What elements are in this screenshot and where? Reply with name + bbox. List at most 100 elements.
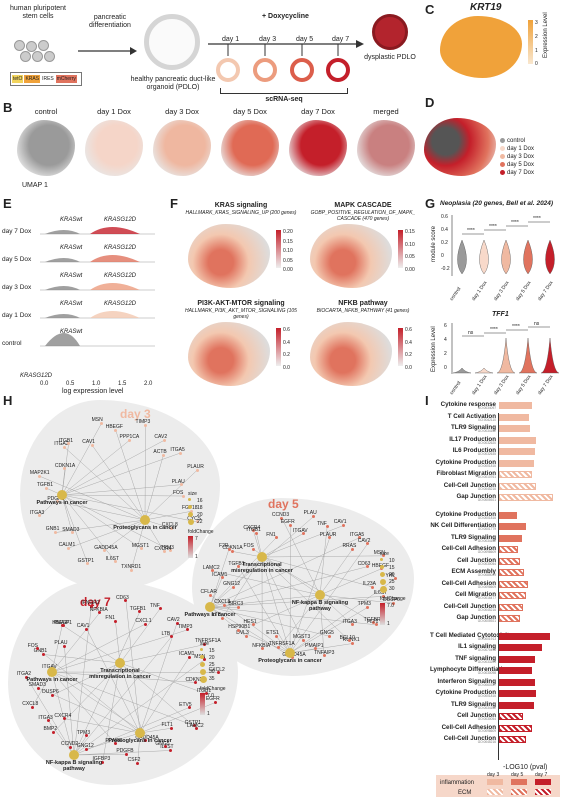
go-term-id: GO:0001913 (477, 636, 496, 641)
gene-label: CXCL2 (208, 666, 225, 673)
go-term-bar (499, 448, 535, 455)
gene-label: TGFB1 (36, 482, 53, 489)
go-term-bar (499, 632, 550, 640)
krt19-umap (440, 16, 522, 78)
legend-dot (500, 154, 505, 159)
go-term-label: Gap Junction (456, 493, 496, 500)
gene-label: TNFRSF1A (194, 638, 221, 645)
go-term-label: Cell Junction (457, 712, 496, 719)
signature-tick: 0.20 (283, 229, 293, 235)
gene-node (85, 747, 89, 751)
go-term-label: Cytokine Production (435, 510, 496, 518)
size-legend-tick: 10 (389, 558, 395, 564)
go-term-id: GO:0016477 (477, 596, 496, 600)
gene-label: TNFAIP3 (314, 649, 335, 656)
gene-label: GADD45A (94, 544, 118, 551)
gene-label: TNFRSF1A (268, 641, 295, 648)
gene-label: PLAU (171, 478, 185, 485)
network-edge (209, 537, 277, 608)
gene-node (252, 547, 256, 551)
violin-bot-shape (496, 337, 516, 374)
violin-top-shape (457, 239, 467, 275)
violin-bot-shape (474, 367, 494, 374)
fc-tick: 7.0 (207, 693, 214, 699)
network-edge (51, 612, 100, 673)
network-edge (61, 494, 142, 550)
gene-node (100, 421, 104, 425)
ridge-row-label: day 7 Dox (2, 228, 32, 235)
gene-node (38, 514, 42, 518)
size-legend-dot (200, 648, 203, 651)
network-edge (289, 578, 396, 654)
size-legend-dot (188, 519, 194, 525)
umap-plot (153, 120, 211, 176)
go-legend-col: day 5 (511, 772, 524, 778)
ridge-wt-label: KRASwt (60, 301, 83, 307)
fc-tick: 7 (195, 536, 198, 542)
ridge-wt-density (45, 286, 80, 290)
pancreatic-label: pancreatic differentiation (89, 14, 131, 29)
gene-node (254, 531, 258, 535)
legend-dot (500, 170, 505, 175)
gene-node (186, 628, 190, 632)
size-legend-tick: 30 (209, 669, 215, 675)
panel-label-i: I (425, 393, 429, 408)
network-edge (319, 594, 325, 656)
gene-node (348, 639, 352, 643)
ridge-wt-label: KRASwt (60, 245, 83, 251)
size-legend-tick: 18 (197, 505, 203, 511)
signature-tick: 0.6 (283, 327, 290, 333)
gene-label: CXCL1 (135, 618, 152, 624)
legend-label: day 3 Dox (507, 154, 535, 160)
go-term-id: GO:0032620 (477, 440, 496, 445)
network-edge (61, 423, 102, 496)
gene-label: IFNGR2 (81, 600, 100, 607)
violin-bot-sig: **** (490, 327, 498, 333)
network-edge (139, 657, 190, 734)
panel-label-e: E (3, 196, 12, 211)
network-edge (224, 594, 321, 606)
signature-tick: 0.6 (405, 327, 412, 333)
gene-node (162, 550, 166, 554)
gene-label: CXCL8 (22, 701, 39, 708)
gene-label: CAV1 (82, 439, 95, 446)
dox-label: + Doxycycline (262, 13, 309, 20)
gene-label: FOS (243, 543, 254, 550)
network-edge (61, 494, 116, 562)
go-term-id: GO:0001816 (477, 694, 496, 698)
gene-node (328, 536, 332, 540)
network-edge (61, 494, 171, 551)
gene-label: CAV2 (154, 434, 168, 441)
network-edge (319, 568, 382, 596)
gene-label: TNF (150, 602, 160, 609)
go-term-bar (499, 678, 535, 686)
umap-plot (357, 120, 415, 176)
network-edge (139, 622, 178, 734)
hub-node (57, 490, 67, 500)
go-term-label: Cytokine Production (435, 458, 496, 466)
go-legend-swatch (535, 789, 551, 795)
gene-label: GSTP1 (77, 557, 95, 564)
gene-node (187, 706, 191, 709)
network-edge (61, 494, 88, 564)
umap-plot (289, 120, 347, 176)
violin-top-title: Neoplasia (20 genes, Bell et al. 2024) (440, 200, 554, 207)
fc-tick: 7.0 (387, 603, 394, 609)
go-term-id: GO:0034162 (477, 705, 496, 710)
gene-label: GADD45A (135, 734, 159, 741)
signature-umap (188, 322, 270, 386)
violin-bot-sig: **** (512, 324, 520, 330)
go-term-label: T Cell Activation (447, 412, 496, 420)
network-edge (253, 594, 321, 625)
network-edge (209, 537, 360, 608)
network-edge (57, 501, 146, 521)
gene-label: DVL3 (236, 630, 249, 637)
violin-top-shape (523, 239, 533, 275)
go-term-bar (499, 425, 531, 432)
gene-label: CAV1 (333, 519, 347, 526)
dox-timeline (208, 40, 364, 56)
network-edge (51, 671, 116, 744)
ridge-wt-label: KRASwt (60, 217, 83, 223)
go-term-bar (499, 546, 519, 553)
hub-node (140, 515, 150, 525)
